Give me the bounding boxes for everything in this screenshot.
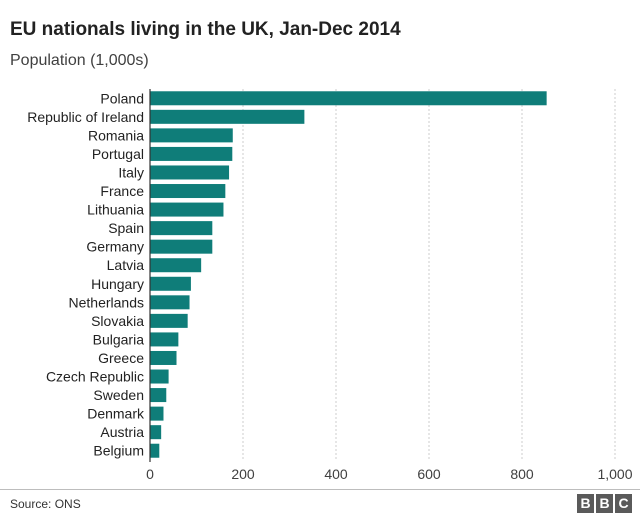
- bar: [150, 369, 169, 384]
- bar: [150, 109, 305, 124]
- bar: [150, 406, 164, 421]
- source-note: Source: ONS: [10, 497, 81, 511]
- category-label: Austria: [100, 424, 144, 440]
- category-label: Poland: [100, 90, 144, 106]
- category-label: Hungary: [91, 276, 144, 292]
- category-label: Latvia: [107, 257, 145, 273]
- bbc-logo: B B C: [577, 494, 632, 513]
- category-label: Slovakia: [91, 313, 144, 329]
- x-tick-label: 600: [417, 466, 441, 482]
- category-label: Germany: [86, 239, 144, 255]
- category-label: Czech Republic: [46, 369, 144, 385]
- bar: [150, 443, 160, 458]
- bar: [150, 128, 233, 143]
- category-label: Portugal: [92, 146, 144, 162]
- bbc-logo-letter: B: [577, 494, 594, 513]
- x-tick-label: 200: [231, 466, 255, 482]
- x-tick-label: 400: [324, 466, 348, 482]
- bar: [150, 332, 179, 347]
- bar: [150, 202, 224, 217]
- category-label: Sweden: [93, 387, 144, 403]
- x-tick-label: 0: [146, 466, 154, 482]
- bar: [150, 350, 177, 365]
- category-label: Republic of Ireland: [27, 109, 144, 125]
- bar: [150, 313, 188, 328]
- bar-chart: 0 200 400 600 800 1,000 Poland Republic of Irel…: [27, 89, 633, 482]
- bar: [150, 221, 213, 236]
- chart-title: EU nationals living in the UK, Jan-Dec 2…: [10, 19, 401, 40]
- category-label: Romania: [88, 127, 144, 143]
- category-label: Belgium: [93, 443, 144, 459]
- bar: [150, 276, 191, 291]
- bar: [150, 239, 213, 254]
- category-label: Spain: [108, 220, 144, 236]
- category-label: Denmark: [87, 406, 145, 422]
- bar: [150, 258, 202, 273]
- category-label: Lithuania: [87, 202, 144, 218]
- bar: [150, 165, 230, 180]
- bbc-logo-letter: C: [615, 494, 632, 513]
- x-tick-label: 800: [510, 466, 534, 482]
- bar: [150, 295, 190, 310]
- bar: [150, 91, 547, 106]
- chart-subtitle: Population (1,000s): [10, 52, 149, 69]
- x-tick-label: 1,000: [597, 466, 632, 482]
- category-label: Greece: [98, 350, 144, 366]
- footer-divider: [0, 489, 640, 490]
- category-label: Bulgaria: [93, 331, 145, 347]
- bar: [150, 146, 233, 161]
- bar: [150, 388, 167, 403]
- category-label: Netherlands: [69, 294, 145, 310]
- category-label: Italy: [118, 164, 144, 180]
- bbc-logo-letter: B: [596, 494, 613, 513]
- category-label: France: [100, 183, 144, 199]
- bar: [150, 184, 226, 199]
- bar: [150, 425, 162, 440]
